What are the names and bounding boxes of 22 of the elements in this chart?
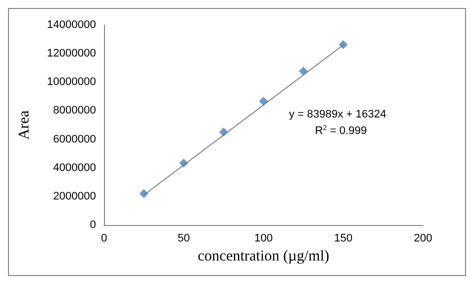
x-axis-title: concentration (µg/ml) <box>198 248 330 264</box>
y-tick-label: 12000000 <box>47 48 96 60</box>
y-tick-label: 14000000 <box>47 19 96 31</box>
y-tick-label: 0 <box>90 219 96 231</box>
y-tick-label: 8000000 <box>53 104 96 117</box>
y-axis-title: Area <box>16 110 32 140</box>
x-tick-label: 150 <box>334 232 352 244</box>
point <box>219 128 228 136</box>
x-tick-label: 100 <box>254 232 273 244</box>
y-tick-label: 2000000 <box>53 190 96 202</box>
y-tick-label: 4000000 <box>53 162 96 174</box>
point <box>298 66 308 76</box>
point <box>259 96 268 106</box>
y-tick-label: 6000000 <box>53 133 96 146</box>
point <box>338 40 348 50</box>
point <box>139 189 148 198</box>
y-tick-label: 10000000 <box>47 76 96 88</box>
x-tick-label: 200 <box>414 232 432 244</box>
x-tick-label: 0 <box>100 232 108 244</box>
x-tick-label: 50 <box>178 232 190 244</box>
annotation: y = 83989x + 16324 <box>289 108 386 120</box>
point <box>179 158 188 168</box>
